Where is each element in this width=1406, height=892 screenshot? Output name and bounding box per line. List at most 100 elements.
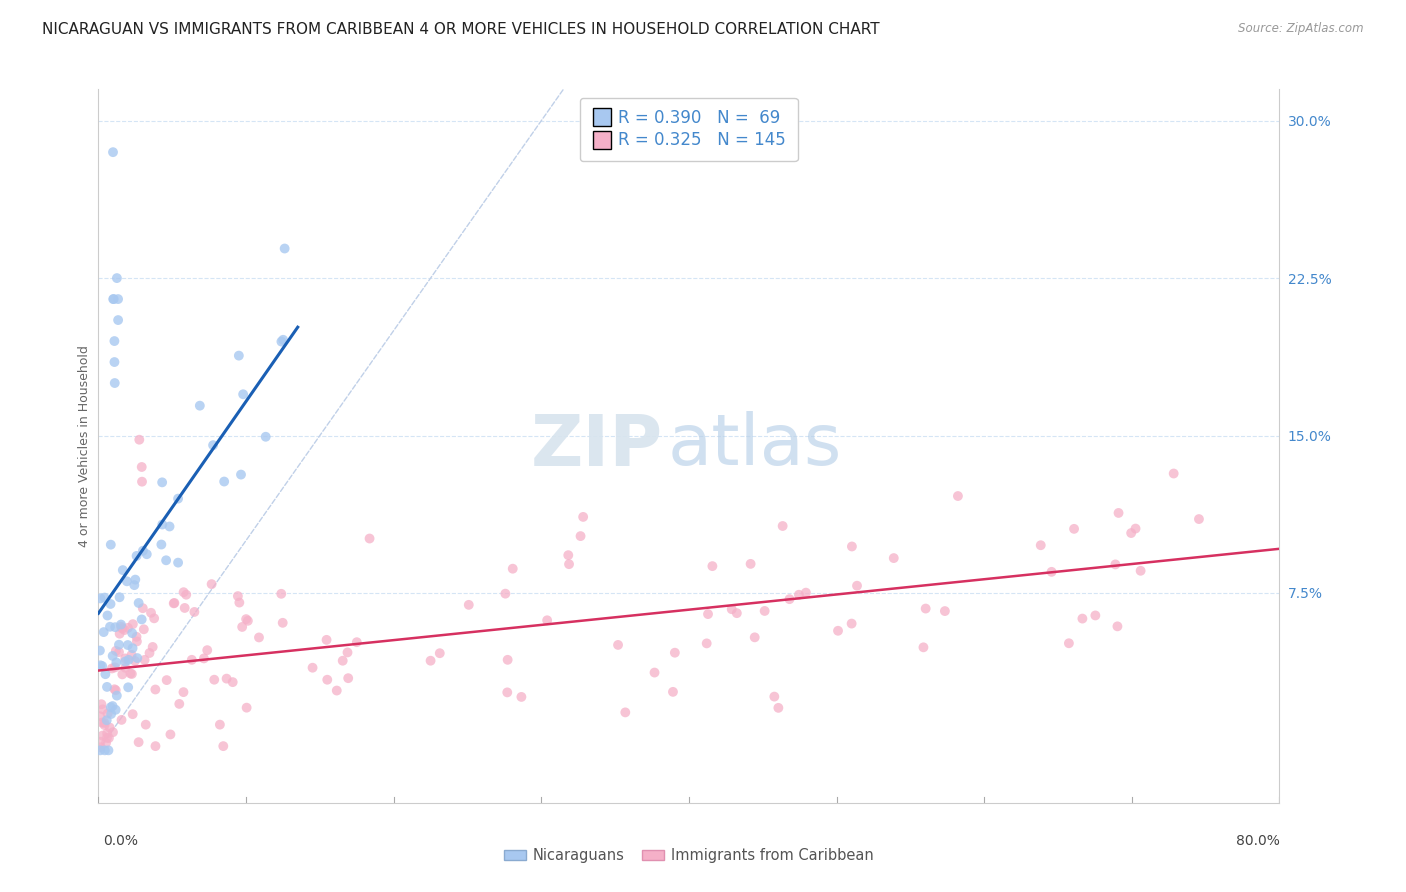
Point [96,713,118,727]
Point [104,376,127,390]
Point [134,653,156,667]
Point [98,721,121,735]
Point [111,563,134,577]
Point [183,605,205,619]
Point [569,529,592,543]
Point [90,697,112,711]
Point [494,587,516,601]
Point [124,573,146,587]
Point [1125,522,1147,536]
Point [558,557,581,571]
Point [169,697,191,711]
Point [696,636,718,650]
Point [794,585,817,599]
Point [117,638,139,652]
Point [163,596,186,610]
Point [236,614,259,628]
Point [96,726,118,740]
Point [96,731,118,745]
Point [1163,467,1185,481]
Point [1107,619,1129,633]
Point [846,579,869,593]
Point [768,701,790,715]
Point [337,671,360,685]
Point [1108,506,1130,520]
Point [131,475,153,489]
Point [105,689,128,703]
Point [607,638,630,652]
Point [883,551,905,566]
Point [1121,526,1143,541]
Point [93,715,115,730]
Point [536,613,558,627]
Point [270,334,292,349]
Point [128,433,150,447]
Point [104,644,127,658]
Point [117,621,139,635]
Point [222,675,245,690]
Point [108,638,131,652]
Point [173,585,195,599]
Legend: R = 0.390   N =  69, R = 0.325   N = 145: R = 0.390 N = 69, R = 0.325 N = 145 [581,97,797,161]
Point [934,604,956,618]
Point [104,703,127,717]
Point [100,706,122,721]
Point [110,620,132,634]
Point [90,735,112,749]
Text: 0.0%: 0.0% [103,834,138,848]
Point [662,685,685,699]
Point [96,608,118,623]
Point [173,601,195,615]
Point [115,574,138,589]
Point [502,562,524,576]
Point [100,538,122,552]
Point [125,549,148,563]
Y-axis label: 4 or more Vehicles in Household: 4 or more Vehicles in Household [77,345,91,547]
Point [131,612,153,626]
Point [1063,522,1085,536]
Point [332,654,354,668]
Point [231,620,253,634]
Point [120,666,142,681]
Point [208,717,231,731]
Point [201,577,224,591]
Point [754,604,776,618]
Point [787,588,810,602]
Point [212,475,235,489]
Point [111,622,134,636]
Point [841,616,863,631]
Point [841,540,863,554]
Point [172,685,194,699]
Point [103,292,125,306]
Point [202,673,225,687]
Text: ZIP: ZIP [530,411,664,481]
Point [156,673,179,687]
Point [1057,636,1080,650]
Point [202,438,225,452]
Point [90,591,112,606]
Point [1084,608,1107,623]
Point [94,667,117,681]
Point [125,630,148,644]
Point [779,592,801,607]
Point [301,661,323,675]
Point [827,624,849,638]
Point [93,591,115,605]
Point [664,646,686,660]
Point [744,631,766,645]
Point [89,643,111,657]
Point [145,682,167,697]
Point [103,355,125,369]
Point [108,591,131,605]
Point [228,596,250,610]
Point [101,725,124,739]
Point [91,729,114,743]
Point [121,648,143,662]
Point [1071,611,1094,625]
Point [946,489,969,503]
Point [740,557,762,571]
Point [107,313,129,327]
Point [114,623,136,637]
Point [103,334,125,348]
Point [215,672,238,686]
